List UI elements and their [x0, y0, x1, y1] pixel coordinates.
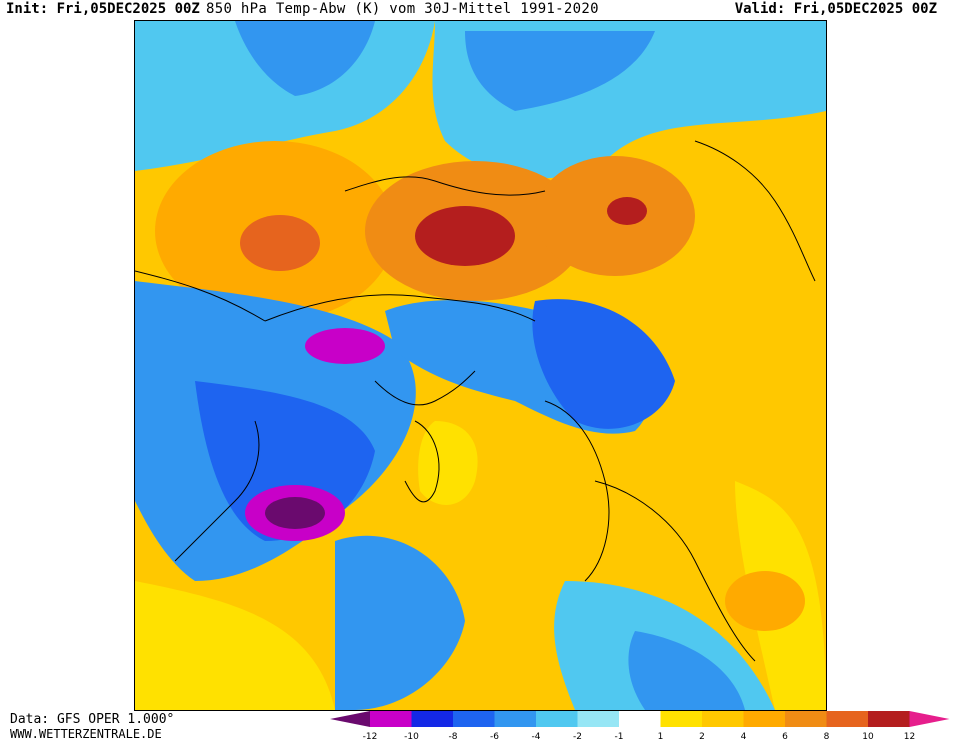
color-legend: -12 -10 -8 -6 -4 -2 -1 1 2 4 6 8 10 12 [330, 711, 950, 741]
valid-time: Valid: Fri,05DEC2025 00Z [734, 1, 937, 17]
legend-swatch [494, 711, 536, 727]
temperature-anomaly-map [134, 20, 827, 711]
legend-swatch [660, 711, 702, 727]
legend-swatch [536, 711, 578, 727]
legend-swatch [743, 711, 785, 727]
legend-swatch [370, 711, 412, 727]
mild-region-sw [135, 581, 335, 710]
legend-swatch [619, 711, 661, 727]
cold-zone-central-east [532, 299, 675, 429]
legend-arrow-left [330, 711, 370, 727]
map-title: 850 hPa Temp-Abw (K) vom 30J-Mittel 1991… [206, 1, 599, 17]
legend-tick-label: -8 [449, 732, 458, 741]
init-time: Init: Fri,05DEC2025 00Z [6, 1, 200, 17]
legend-tick-label: -2 [573, 732, 582, 741]
cold-region-nw [135, 21, 435, 171]
legend-swatch [785, 711, 827, 727]
legend-tick-label: 4 [741, 732, 747, 741]
cold-core-north-canada [305, 328, 385, 364]
legend-swatch [577, 711, 619, 727]
legend-tick-label: -12 [363, 732, 378, 741]
warm-core-siberia [415, 206, 515, 266]
legend-tick-label: 12 [904, 732, 915, 741]
greenland-area [418, 421, 478, 505]
legend-swatch [826, 711, 868, 727]
legend-tick-label: 8 [824, 732, 830, 741]
map-canvas [135, 21, 826, 710]
cold-region-atlantic [335, 535, 465, 710]
cold-core-arctic [465, 31, 655, 111]
warm-core-nw [240, 215, 320, 271]
legend-swatch [453, 711, 495, 727]
legend-tick-label: 10 [862, 732, 874, 741]
legend-tick-label: -4 [532, 732, 541, 741]
website-link: WWW.WETTERZENTRALE.DE [10, 727, 162, 741]
legend-tick-label: -6 [490, 732, 499, 741]
legend-swatch [868, 711, 910, 727]
cold-zone-europe [628, 631, 745, 710]
legend-tick-label: 6 [782, 732, 788, 741]
legend-ticks: -12 -10 -8 -6 -4 -2 -1 1 2 4 6 8 10 12 [363, 732, 916, 741]
legend-tick-label: -10 [404, 732, 419, 741]
coastlines [135, 140, 816, 662]
legend-swatch [702, 711, 744, 727]
warm-region-se [725, 571, 805, 631]
legend-swatch [411, 711, 453, 727]
legend-arrow-right [909, 711, 950, 727]
legend-bar [330, 711, 950, 727]
cold-extreme-america [265, 497, 325, 529]
legend-tick-label: 2 [699, 732, 705, 741]
data-source: Data: GFS OPER 1.000° [10, 712, 175, 727]
legend-tick-label: 1 [658, 732, 664, 741]
cold-core-nw [235, 21, 375, 96]
warm-core-east [607, 197, 647, 225]
legend-tick-label: -1 [615, 732, 624, 741]
